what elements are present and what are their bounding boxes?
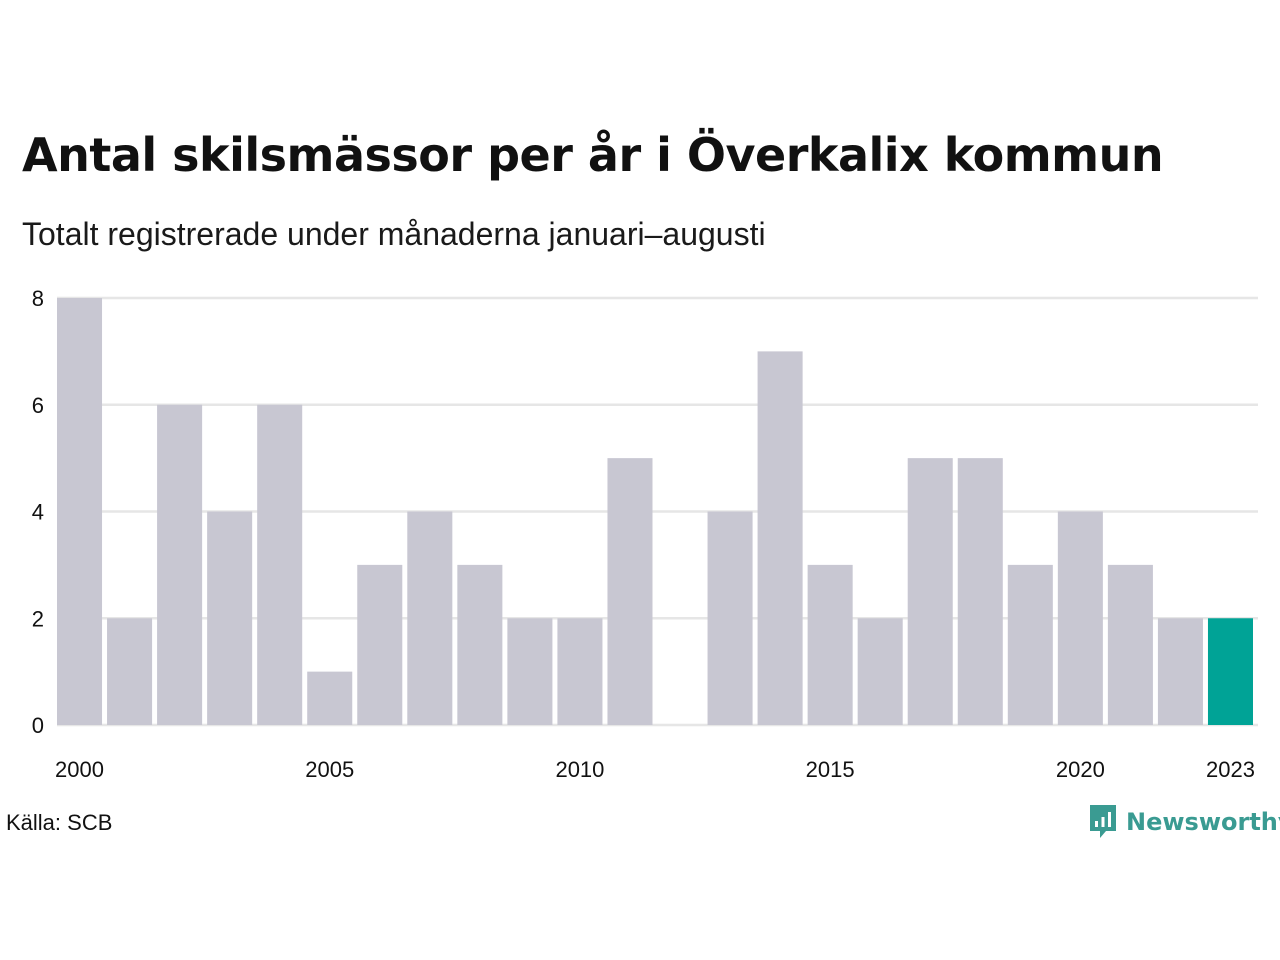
bar-chart: 0 2 4 6 8 2000 2005 2010 2015 2020 2023 <box>32 286 1258 782</box>
bar-2019 <box>1007 564 1053 726</box>
newsworthy-logo-text: Newsworthy <box>1126 808 1280 836</box>
bar-2023 <box>1207 618 1253 725</box>
bar-2014 <box>757 351 803 726</box>
bar-2010 <box>557 618 603 725</box>
bar-2004 <box>257 404 303 725</box>
bar-2002 <box>157 404 203 725</box>
y-tick-label: 4 <box>32 500 44 525</box>
bar-2005 <box>307 671 353 726</box>
y-tick-label: 6 <box>32 393 44 418</box>
x-tick-label: 2020 <box>1056 757 1105 782</box>
newsworthy-logo-icon <box>1090 805 1116 838</box>
x-tick-label: 2005 <box>305 757 354 782</box>
y-axis-ticks: 0 2 4 6 8 <box>32 286 44 738</box>
x-tick-label: 2010 <box>555 757 604 782</box>
x-axis-ticks: 2000 2005 2010 2015 2020 2023 <box>55 757 1255 782</box>
bar-2000 <box>57 298 103 725</box>
bar-2009 <box>507 618 553 725</box>
bar-2016 <box>857 618 903 725</box>
bar-2020 <box>1057 511 1103 725</box>
bar-2022 <box>1157 618 1203 725</box>
bar-2008 <box>457 564 503 726</box>
y-tick-label: 8 <box>32 286 44 311</box>
source-note: Källa: SCB <box>6 810 113 835</box>
bar-2015 <box>807 564 853 726</box>
bar-2007 <box>407 511 453 725</box>
bar-2003 <box>207 511 253 725</box>
x-tick-label: 2000 <box>55 757 104 782</box>
bar-2001 <box>107 618 153 725</box>
x-tick-label: 2015 <box>806 757 855 782</box>
chart-subtitle: Totalt registrerade under månaderna janu… <box>22 216 766 252</box>
bar-2021 <box>1107 564 1153 726</box>
bar-2011 <box>607 458 653 726</box>
chart-title: Antal skilsmässor per år i Överkalix kom… <box>22 128 1164 182</box>
bar-2006 <box>357 564 403 726</box>
x-tick-label: 2023 <box>1206 757 1255 782</box>
y-tick-label: 2 <box>32 606 44 631</box>
bars <box>57 298 1253 726</box>
y-tick-label: 0 <box>32 713 44 738</box>
bar-2017 <box>907 458 953 726</box>
bar-2013 <box>707 511 753 725</box>
newsworthy-logo[interactable]: Newsworthy <box>1088 803 1280 841</box>
bar-2018 <box>957 458 1003 726</box>
